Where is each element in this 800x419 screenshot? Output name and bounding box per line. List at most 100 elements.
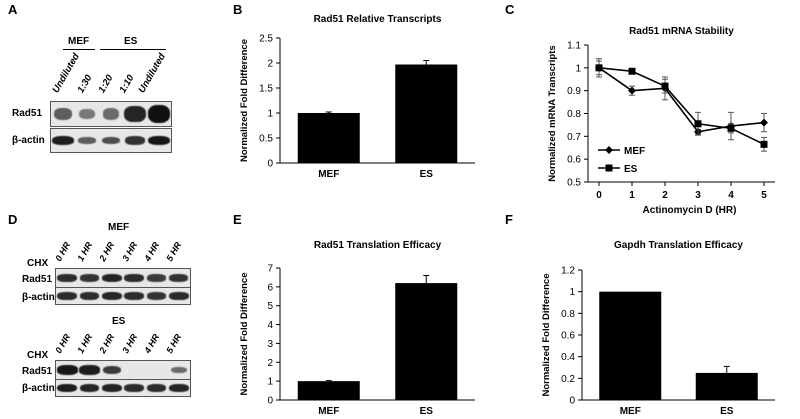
y-tick-label: 0.5 [259,134,273,145]
y-tick-label: 0.7 [567,132,581,143]
bar [695,372,758,400]
y-tick-label: 4 [267,320,273,331]
data-point-mef [628,86,636,95]
y-tick-label: 1 [569,287,575,298]
y-tick-label: 1 [575,63,581,74]
y-tick-label: 0.6 [561,331,575,342]
blot-band [147,105,171,123]
blot-d-mef-rad51-strip [55,268,191,288]
blot-a-rad51-strip [50,101,172,127]
x-tick-label: 0 [596,190,602,201]
bar [599,291,662,400]
blot-band [169,274,189,282]
y-tick-label: 1.1 [567,41,581,52]
blot-band [78,137,96,144]
blot-band [79,365,100,375]
y-tick-label: 0.4 [561,352,575,363]
blot-band [57,291,77,300]
blot-band [124,105,146,123]
legend-label: MEF [624,146,645,157]
y-tick-label: 0.6 [567,155,581,166]
blot-band [101,291,122,301]
blot-d-mef-title: MEF [108,222,130,233]
y-tick-label: 0 [267,159,273,170]
data-point-mef [760,118,768,127]
data-point-es [595,64,603,72]
data-point-es [694,120,702,128]
blot-band [124,273,144,282]
blot-d-mef-actin-strip [55,287,191,305]
x-tick-label: 5 [761,190,767,201]
bar [395,283,458,400]
bar [297,381,360,400]
blot-band [124,291,144,300]
y-tick-label: 0 [267,396,273,407]
x-tick-label: MEF [620,406,641,417]
panel-letter-d: D [8,212,18,227]
y-tick-label: 2 [267,59,273,70]
x-tick-label: 1 [629,190,635,201]
y-tick-label: 1 [267,377,273,388]
x-tick-label: ES [720,406,734,417]
legend-label: ES [624,164,638,175]
chart-title: Rad51 mRNA Stability [629,26,734,37]
y-tick-label: 0.8 [561,309,575,320]
series-line-es [598,67,765,146]
blot-band [124,136,146,145]
blot-a-es-bracket [100,49,166,50]
blot-a-group-es: ES [124,36,138,47]
blot-band [79,108,95,120]
data-point-es [661,82,669,90]
blot-a-mef-bracket [63,49,95,50]
blot-band [171,366,187,374]
blot-a-row-actin: β-actin [12,135,45,146]
x-tick-label: ES [420,169,434,180]
blot-band [102,108,120,120]
blot-a-group-mef: MEF [68,36,90,47]
x-tick-label: MEF [318,406,339,417]
y-axis-label: Normalized Fold Difference [541,274,552,397]
blot-band [101,273,122,283]
blot-band [147,135,171,146]
y-tick-label: 1 [267,109,273,120]
chart-title: Gapdh Translation Efficacy [614,240,743,251]
blot-d-mef-row-rad51: Rad51 [22,274,53,285]
x-tick-label: MEF [318,169,339,180]
panel-letter-e: E [233,212,242,227]
data-point-es [760,140,768,148]
y-tick-label: 0 [569,396,575,407]
legend-marker [605,164,613,172]
y-axis-label: Normalized Fold Difference [239,39,250,162]
blot-band [79,383,100,393]
bar [395,64,458,163]
y-tick-label: 0.2 [561,374,575,385]
blot-a-actin-strip [50,128,172,153]
blot-d-es-row-actin: β-actin [22,383,55,394]
blot-band [57,273,77,282]
y-tick-label: 1.2 [561,266,575,277]
series-line-mef [598,67,765,133]
blot-band [168,383,189,393]
y-tick-label: 0.5 [567,178,581,189]
y-tick-label: 7 [267,264,273,275]
chart-title: Rad51 Translation Efficacy [314,240,442,251]
blot-d-mef-row-actin: β-actin [22,292,55,303]
chart-title: Rad51 Relative Transcripts [314,14,442,25]
blot-d-es-row-rad51: Rad51 [22,366,53,377]
blot-band [57,383,78,393]
blot-band [79,291,100,300]
x-tick-label: 2 [662,190,668,201]
blot-d-es-chx: CHX [27,350,49,361]
y-axis-label: Normalized mRNA Transcripts [547,45,558,181]
blot-band [56,365,78,375]
y-tick-label: 0.8 [567,109,581,120]
blot-d-es-actin-strip [55,379,191,397]
x-axis-label: Actinomycin D (HR) [643,205,737,216]
panel-letter-b: B [233,2,243,17]
blot-band [52,135,74,146]
blot-d-es-rad51-strip [55,360,191,380]
blot-band [146,383,167,392]
y-tick-label: 5 [267,301,273,312]
blot-band [169,291,189,300]
